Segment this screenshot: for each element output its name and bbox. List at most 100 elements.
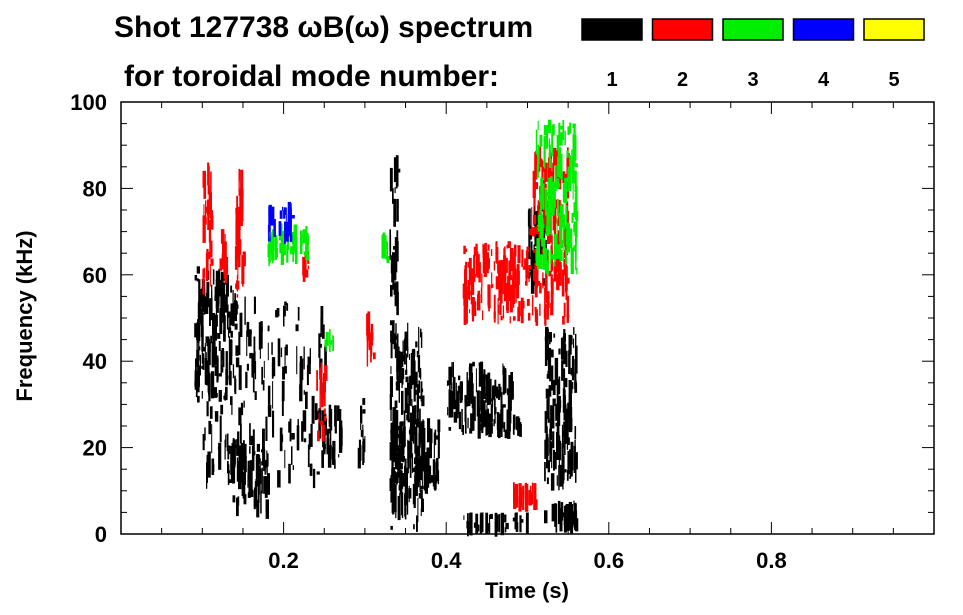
mode-1-mark (418, 433, 421, 456)
mode-2-mark (534, 262, 538, 283)
mode-1-mark (544, 411, 548, 433)
mode-1-mark (494, 512, 498, 537)
mode-2-mark (471, 297, 475, 316)
mode-3-mark (557, 247, 559, 259)
mode-1-mark (407, 322, 409, 351)
mode-3-mark (291, 232, 295, 244)
mode-1-mark (550, 349, 554, 358)
mode-2-mark (372, 332, 374, 341)
mode-1-mark (507, 413, 511, 437)
mode-1-mark (246, 330, 248, 357)
mode-2-mark (497, 298, 499, 325)
mode-1-mark (563, 329, 566, 337)
mode-1-mark (360, 405, 363, 423)
mode-1-mark (212, 331, 216, 348)
mode-1-mark (451, 362, 453, 378)
mode-1-mark (574, 371, 577, 389)
mode-1-mark (447, 407, 449, 416)
mode-1-mark (467, 417, 469, 429)
mode-1-mark (244, 444, 246, 469)
mode-3-mark (550, 214, 552, 236)
mode-1-mark (462, 425, 464, 435)
mode-2-mark (546, 291, 549, 316)
mode-1-mark (263, 476, 266, 494)
mode-2-mark (238, 169, 241, 181)
mode-1-mark (406, 490, 409, 515)
mode-1-mark (528, 208, 531, 236)
mode-1-mark (220, 350, 222, 374)
mode-2-mark (506, 244, 509, 249)
mode-1-mark (575, 333, 577, 354)
mode-1-mark (487, 523, 491, 532)
legend-label-mode-1: 1 (606, 69, 617, 91)
mode-1-mark (417, 498, 419, 523)
mode-1-mark (414, 475, 417, 484)
mode-2-mark (548, 270, 552, 277)
mode-1-mark (279, 427, 283, 452)
series-mode-1 (194, 155, 579, 537)
mode-1-mark (235, 357, 240, 368)
mode-1-mark (468, 366, 472, 376)
mode-2-mark (566, 186, 570, 199)
mode-1-mark (472, 396, 476, 421)
mode-1-mark (393, 157, 397, 182)
mode-2-mark (533, 249, 535, 253)
mode-3-region (535, 119, 579, 275)
mode-1-mark (205, 336, 209, 343)
mode-1-mark (418, 492, 420, 499)
mode-1-mark (395, 454, 399, 470)
mode-2-mark (366, 320, 368, 341)
mode-2-mark (318, 412, 320, 423)
mode-1-mark (389, 167, 393, 192)
mode-1-mark (258, 322, 262, 350)
mode-2-mark (477, 254, 480, 265)
mode-1-mark (486, 404, 488, 421)
mode-1-mark (568, 334, 572, 355)
mode-2-mark (542, 272, 544, 289)
mode-1-mark (446, 380, 449, 386)
mode-1-mark (360, 430, 364, 437)
mode-1-mark (437, 431, 440, 459)
mode-1-mark (271, 362, 274, 379)
mode-1-mark (401, 383, 403, 389)
mode-1-mark (416, 411, 419, 425)
mode-2-mark (319, 385, 321, 410)
mode-1-mark (400, 421, 404, 427)
mode-1-mark (431, 428, 433, 444)
mode-1-mark (430, 475, 433, 483)
mode-3-mark (539, 229, 543, 240)
mode-1-mark (498, 413, 501, 439)
mode-1-mark (400, 484, 404, 489)
mode-1-mark (264, 467, 266, 475)
mode-1-mark (395, 472, 398, 485)
mode-1-mark (391, 452, 394, 478)
mode-1-mark (320, 317, 322, 338)
mode-1-mark (560, 502, 564, 521)
mode-1-mark (328, 404, 332, 424)
mode-1-mark (227, 449, 230, 460)
mode-2-mark (516, 496, 519, 507)
mode-3-mark (543, 136, 546, 154)
mode-3-mark (268, 237, 271, 264)
mode-1-mark (561, 424, 564, 448)
mode-1-mark (218, 341, 221, 351)
mode-1-region (357, 398, 366, 469)
mode-1-mark (473, 522, 477, 528)
mode-1-mark (397, 456, 401, 478)
mode-2-mark (490, 249, 493, 256)
x-axis-ticks: 0.2 0.4 0.6 0.8 (161, 102, 894, 573)
mode-1-mark (518, 422, 522, 432)
mode-1-mark (480, 361, 484, 384)
mode-2-mark (207, 251, 211, 260)
mode-2-mark (513, 482, 515, 503)
mode-1-mark (318, 333, 321, 358)
mode-2-mark (498, 272, 502, 295)
mode-1-mark (449, 396, 452, 416)
mode-1-mark (562, 512, 565, 518)
mode-1-mark (434, 429, 437, 446)
mode-1-mark (455, 399, 458, 419)
mode-1-mark (563, 404, 567, 421)
mode-3-mark (545, 126, 548, 149)
mode-3-mark (554, 234, 558, 260)
mode-1-mark (318, 408, 322, 423)
